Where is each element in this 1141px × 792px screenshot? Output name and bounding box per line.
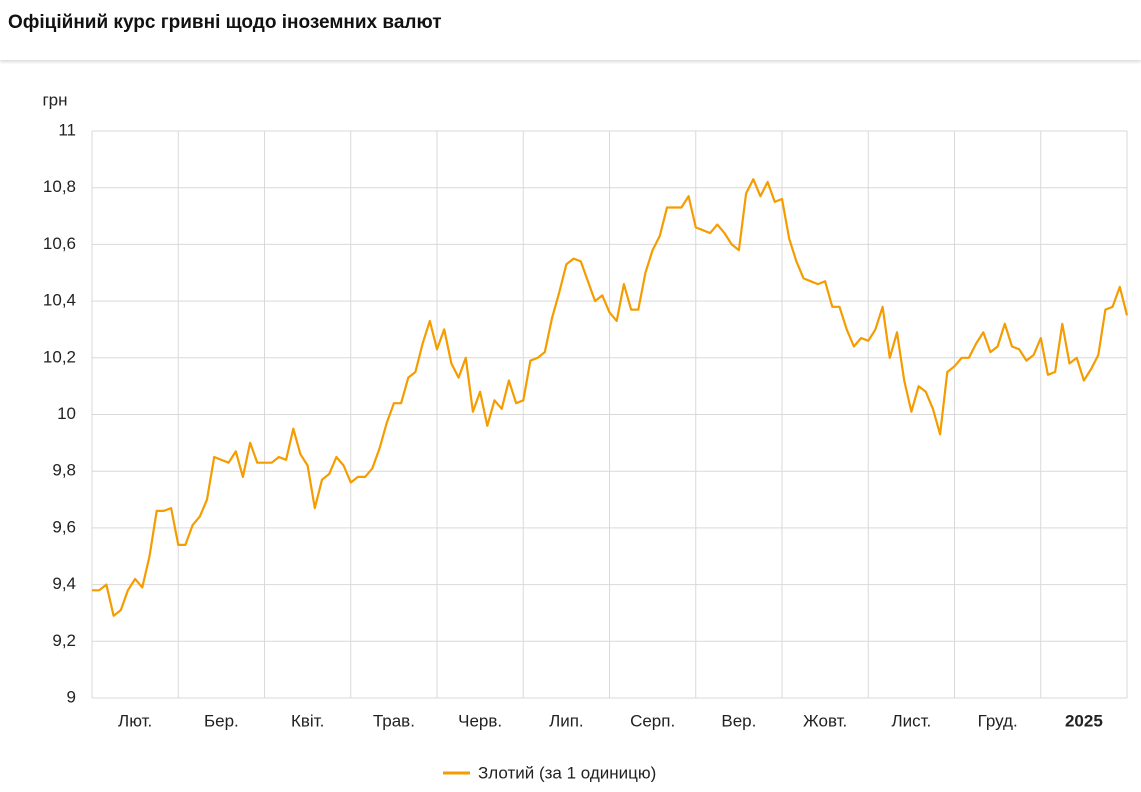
x-tick-label: Черв. bbox=[458, 711, 502, 730]
y-tick-label: 10,6 bbox=[43, 234, 76, 253]
x-tick-label: Лист. bbox=[891, 711, 931, 730]
legend-label: Злотий (за 1 одиницю) bbox=[478, 763, 656, 782]
y-tick-label: 9,4 bbox=[52, 574, 76, 593]
x-tick-label: Бер. bbox=[204, 711, 239, 730]
x-tick-label: Лип. bbox=[549, 711, 584, 730]
line bbox=[92, 178, 1129, 617]
y-tick-label: 10,4 bbox=[43, 291, 76, 310]
y-tick-label: 9 bbox=[67, 687, 76, 706]
y-tick-label: 10,2 bbox=[43, 347, 76, 366]
page-title: Офіційний курс гривні щодо іноземних вал… bbox=[8, 12, 442, 33]
x-tick-label: Квіт. bbox=[291, 711, 324, 730]
x-tick-label: Серп. bbox=[630, 711, 675, 730]
y-tick-label: 10,8 bbox=[43, 177, 76, 196]
x-tick-label: Груд. bbox=[978, 711, 1018, 730]
y-tick-label: 11 bbox=[58, 120, 76, 139]
header: Офіційний курс гривні щодо іноземних вал… bbox=[0, 0, 1141, 60]
y-tick-label: 10 bbox=[57, 404, 76, 423]
x-tick-label: Жовт. bbox=[803, 711, 847, 730]
y-tick-label: 9,8 bbox=[52, 461, 76, 480]
x-tick-label: Трав. bbox=[373, 711, 415, 730]
y-unit: грн bbox=[42, 90, 67, 109]
x-tick-label: Лют. bbox=[118, 711, 152, 730]
x-tick-label: Вер. bbox=[721, 711, 756, 730]
x-tick-label: 2025 bbox=[1065, 711, 1103, 730]
y-tick-label: 9,6 bbox=[52, 517, 76, 536]
y-tick-label: 9,2 bbox=[52, 631, 76, 650]
